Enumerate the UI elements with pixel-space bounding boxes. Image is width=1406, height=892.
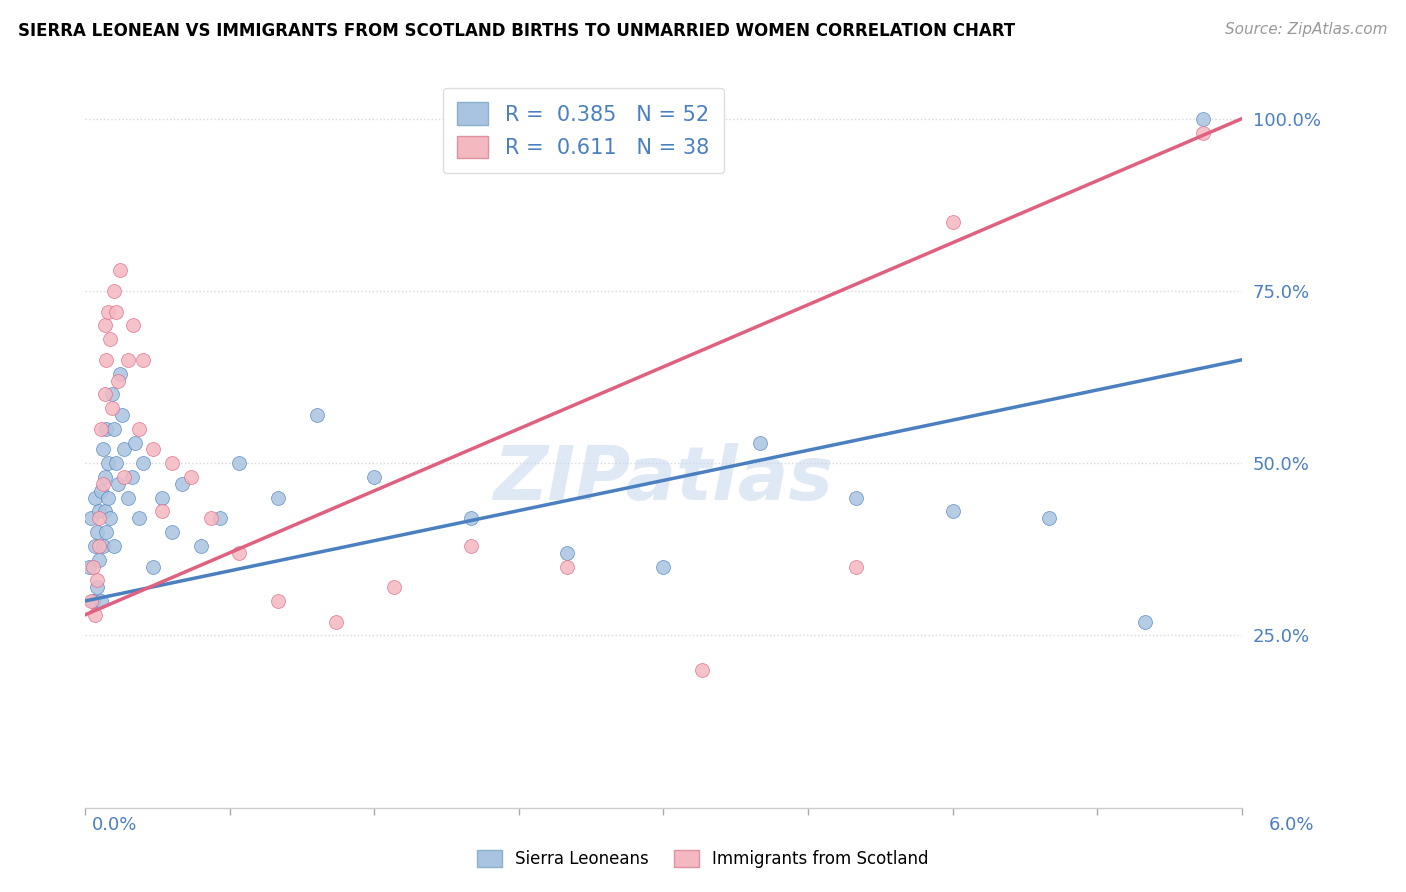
Point — [124, 435, 146, 450]
Point — [96, 422, 118, 436]
Point — [86, 574, 108, 588]
Point — [87, 511, 110, 525]
Point — [90, 483, 112, 498]
Point — [97, 491, 120, 505]
Text: SIERRA LEONEAN VS IMMIGRANTS FROM SCOTLAND BIRTHS TO UNMARRIED WOMEN CORRELATION: SIERRA LEONEAN VS IMMIGRANTS FROM SCOTLA… — [18, 22, 1015, 40]
Point — [160, 524, 183, 539]
Point — [170, 476, 193, 491]
Point — [86, 580, 108, 594]
Point — [180, 470, 202, 484]
Point — [77, 559, 100, 574]
Point — [150, 504, 173, 518]
Point — [460, 511, 482, 525]
Point — [90, 422, 112, 436]
Point — [690, 663, 713, 677]
Point — [108, 367, 131, 381]
Point — [82, 594, 104, 608]
Point — [112, 442, 135, 457]
Point — [98, 511, 121, 525]
Point — [1192, 126, 1215, 140]
Point — [845, 491, 868, 505]
Point — [105, 456, 128, 470]
Point — [228, 546, 250, 560]
Point — [93, 387, 115, 401]
Point — [132, 352, 155, 367]
Point — [105, 304, 128, 318]
Point — [142, 559, 165, 574]
Point — [1038, 511, 1060, 525]
Point — [111, 408, 134, 422]
Point — [132, 456, 155, 470]
Point — [97, 456, 120, 470]
Point — [325, 615, 347, 629]
Point — [87, 552, 110, 566]
Point — [103, 422, 125, 436]
Point — [555, 559, 578, 574]
Point — [117, 352, 139, 367]
Point — [91, 476, 114, 491]
Point — [267, 491, 290, 505]
Point — [200, 511, 222, 525]
Point — [103, 284, 125, 298]
Point — [93, 470, 115, 484]
Point — [267, 594, 290, 608]
Point — [128, 422, 150, 436]
Point — [190, 539, 212, 553]
Point — [748, 435, 770, 450]
Point — [142, 442, 165, 457]
Point — [941, 215, 963, 229]
Point — [382, 580, 405, 594]
Text: Source: ZipAtlas.com: Source: ZipAtlas.com — [1225, 22, 1388, 37]
Point — [98, 332, 121, 346]
Text: 6.0%: 6.0% — [1270, 816, 1315, 834]
Point — [1135, 615, 1157, 629]
Text: ZIPatlas: ZIPatlas — [494, 442, 834, 516]
Point — [160, 456, 183, 470]
Point — [87, 539, 110, 553]
Point — [84, 539, 107, 553]
Point — [93, 504, 115, 518]
Point — [117, 491, 139, 505]
Point — [86, 524, 108, 539]
Point — [107, 476, 129, 491]
Point — [363, 470, 385, 484]
Point — [87, 504, 110, 518]
Point — [107, 374, 129, 388]
Point — [121, 470, 143, 484]
Point — [941, 504, 963, 518]
Legend: Sierra Leoneans, Immigrants from Scotland: Sierra Leoneans, Immigrants from Scotlan… — [471, 843, 935, 875]
Point — [122, 318, 145, 333]
Point — [80, 511, 103, 525]
Point — [128, 511, 150, 525]
Point — [90, 594, 112, 608]
Legend: R =  0.385   N = 52, R =  0.611   N = 38: R = 0.385 N = 52, R = 0.611 N = 38 — [443, 87, 724, 173]
Text: 0.0%: 0.0% — [91, 816, 136, 834]
Point — [96, 524, 118, 539]
Point — [112, 470, 135, 484]
Point — [305, 408, 328, 422]
Point — [91, 442, 114, 457]
Point — [96, 352, 118, 367]
Point — [555, 546, 578, 560]
Point — [80, 594, 103, 608]
Point — [84, 491, 107, 505]
Point — [1192, 112, 1215, 126]
Point — [97, 304, 120, 318]
Point — [460, 539, 482, 553]
Point — [84, 607, 107, 622]
Point — [101, 387, 124, 401]
Point — [228, 456, 250, 470]
Point — [209, 511, 232, 525]
Point — [108, 263, 131, 277]
Point — [150, 491, 173, 505]
Point — [845, 559, 868, 574]
Point — [652, 559, 675, 574]
Point — [91, 539, 114, 553]
Point — [101, 401, 124, 415]
Point — [93, 318, 115, 333]
Point — [82, 559, 104, 574]
Point — [103, 539, 125, 553]
